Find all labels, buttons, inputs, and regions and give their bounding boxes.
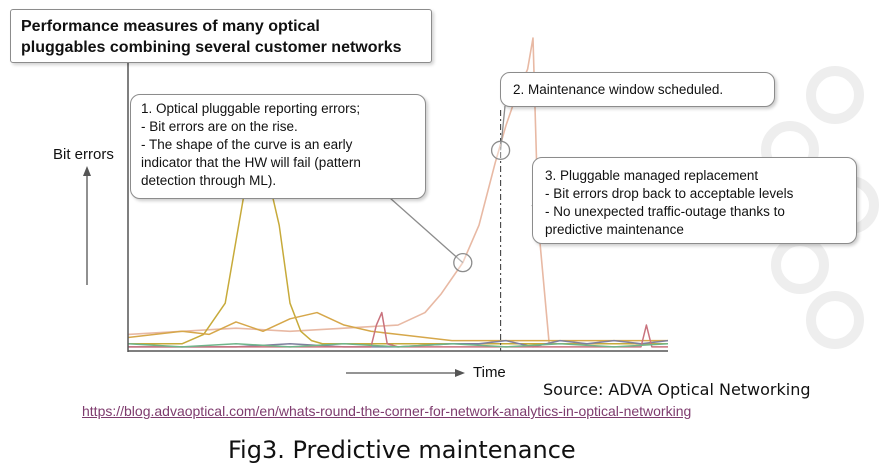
- callout-managed-replacement: 3. Pluggable managed replacement - Bit e…: [532, 157, 857, 244]
- callout-1-line: - Bit errors are on the rise.: [141, 119, 298, 134]
- series-line-4: [128, 339, 669, 348]
- x-arrow-head: [455, 369, 465, 377]
- decoration-ring: [806, 291, 864, 349]
- annotation-marker-1: [453, 252, 473, 273]
- callout-2-line: 2. Maintenance window scheduled.: [513, 82, 724, 97]
- chart-title-line-2: pluggables combining several customer ne…: [21, 39, 402, 56]
- decoration-ring: [771, 236, 829, 294]
- annotation-marker-2: [490, 140, 511, 160]
- y-axis-label: Bit errors: [53, 146, 114, 163]
- callout-1-line: - The shape of the curve is an early: [141, 137, 353, 152]
- callout-1-line: indicator that the HW will fail (pattern: [141, 155, 361, 170]
- callout-1-line: 1. Optical pluggable reporting errors;: [141, 101, 361, 116]
- x-axis-label: Time: [473, 364, 506, 381]
- callout-3-line: predictive maintenance: [545, 222, 684, 237]
- source-credit: Source: ADVA Optical Networking: [543, 380, 811, 399]
- callout-3-line: - Bit errors drop back to acceptable lev…: [545, 186, 794, 201]
- callout-3-line: 3. Pluggable managed replacement: [545, 168, 759, 183]
- callout-pointer-1: [389, 197, 464, 264]
- source-link[interactable]: https://blog.advaoptical.com/en/whats-ro…: [82, 403, 692, 419]
- callout-pointer-2: [499, 105, 506, 151]
- chart-title-box: Performance measures of many optical plu…: [10, 9, 432, 63]
- decoration-ring: [806, 66, 864, 124]
- callout-1-line: detection through ML).: [141, 173, 277, 188]
- callout-3-line: - No unexpected traffic-outage thanks to: [545, 204, 785, 219]
- callout-reporting-errors: 1. Optical pluggable reporting errors; -…: [130, 94, 426, 199]
- plot-area: [127, 37, 669, 348]
- y-arrow-head: [83, 166, 91, 176]
- chart-title-line-1: Performance measures of many optical: [21, 18, 320, 35]
- series-line-2: [128, 137, 668, 345]
- callout-maintenance-window: 2. Maintenance window scheduled.: [500, 72, 775, 107]
- series-line-6: [127, 343, 669, 348]
- series-line-3: [127, 311, 668, 342]
- figure-caption: Fig3. Predictive maintenance: [228, 436, 576, 464]
